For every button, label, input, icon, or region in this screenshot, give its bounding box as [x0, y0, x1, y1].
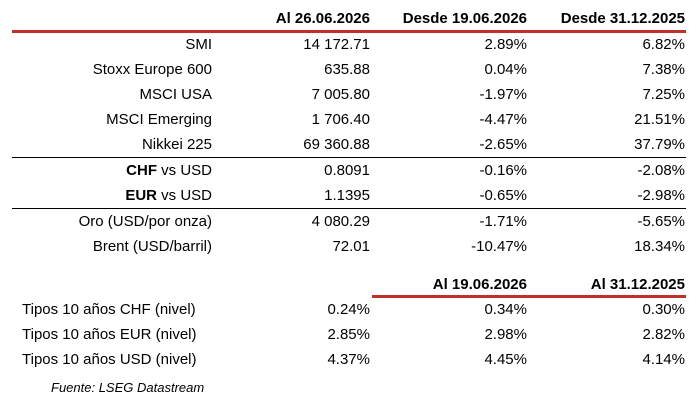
row-level: 69 360.88: [303, 136, 370, 153]
row-change-ytd: -2.08%: [637, 162, 685, 179]
row-change-week: -0.16%: [479, 162, 527, 179]
row-prev-year: 4.14%: [642, 351, 685, 368]
table-row: Tipos 10 años CHF (nivel) 0.24% 0.34% 0.…: [0, 297, 698, 322]
row-prev-year: 2.82%: [642, 326, 685, 343]
table-row: Nikkei 225 69 360.88 -2.65% 37.79%: [0, 132, 698, 157]
source-note: Fuente: LSEG Datastream: [51, 380, 205, 395]
header-since-year: Desde 31.12.2025: [560, 10, 685, 27]
row-level: 4 080.29: [311, 213, 370, 230]
section-divider: [12, 157, 686, 158]
row-current: 2.85%: [327, 326, 370, 343]
row-level: 635.88: [324, 61, 370, 78]
row-level: 14 172.71: [303, 36, 370, 53]
row-prev-week: 0.34%: [484, 301, 527, 318]
table-row: SMI 14 172.71 2.89% 6.82%: [0, 32, 698, 57]
row-label: Tipos 10 años USD (nivel): [22, 351, 197, 368]
section-divider: [12, 208, 686, 209]
row-label: Nikkei 225: [141, 136, 212, 153]
header-date-current: Al 26.06.2026: [275, 10, 370, 27]
row-level: 72.01: [332, 238, 370, 255]
row-change-week: 0.04%: [484, 61, 527, 78]
table-header-row: Al 26.06.2026 Desde 19.06.2026 Desde 31.…: [0, 6, 698, 31]
rates-header-week: Al 19.06.2026: [432, 276, 527, 293]
row-level: 7 005.80: [311, 86, 370, 103]
header-since-week: Desde 19.06.2026: [402, 10, 527, 27]
row-change-week: -10.47%: [471, 238, 527, 255]
row-prev-year: 0.30%: [642, 301, 685, 318]
row-label: MSCI Emerging: [106, 111, 212, 128]
row-level: 1.1395: [324, 187, 370, 204]
currency-quote: vs USD: [156, 187, 212, 204]
rates-header-year: Al 31.12.2025: [590, 276, 685, 293]
table-row: Oro (USD/por onza) 4 080.29 -1.71% -5.65…: [0, 209, 698, 234]
table-row: EUR vs USD 1.1395 -0.65% -2.98%: [0, 183, 698, 208]
row-current: 4.37%: [327, 351, 370, 368]
table-row: MSCI USA 7 005.80 -1.97% 7.25%: [0, 82, 698, 107]
row-change-ytd: 6.82%: [642, 36, 685, 53]
row-change-ytd: 7.25%: [642, 86, 685, 103]
row-level: 1 706.40: [311, 111, 370, 128]
row-prev-week: 4.45%: [484, 351, 527, 368]
row-change-ytd: 21.51%: [634, 111, 685, 128]
row-change-week: -1.71%: [479, 213, 527, 230]
table-row: MSCI Emerging 1 706.40 -4.47% 21.51%: [0, 107, 698, 132]
row-change-week: -0.65%: [479, 187, 527, 204]
row-label: MSCI USA: [139, 86, 212, 103]
row-label: Stoxx Europe 600: [92, 61, 212, 78]
row-change-week: -4.47%: [479, 111, 527, 128]
row-label: Oro (USD/por onza): [78, 213, 212, 230]
row-change-ytd: 37.79%: [634, 136, 685, 153]
row-label: SMI: [185, 36, 212, 53]
row-label: EUR vs USD: [10, 183, 212, 208]
table-row: Stoxx Europe 600 635.88 0.04% 7.38%: [0, 57, 698, 82]
currency-base: EUR: [125, 187, 157, 204]
row-label: Tipos 10 años CHF (nivel): [22, 301, 196, 318]
row-label: Tipos 10 años EUR (nivel): [22, 326, 197, 343]
row-change-ytd: 18.34%: [634, 238, 685, 255]
row-change-week: 2.89%: [484, 36, 527, 53]
table-row: Brent (USD/barril) 72.01 -10.47% 18.34%: [0, 234, 698, 259]
row-label: Brent (USD/barril): [92, 238, 212, 255]
currency-base: CHF: [126, 162, 157, 179]
row-current: 0.24%: [327, 301, 370, 318]
rates-header-row: Al 19.06.2026 Al 31.12.2025: [0, 272, 698, 297]
row-change-ytd: -5.65%: [637, 213, 685, 230]
table-row: CHF vs USD 0.8091 -0.16% -2.08%: [0, 158, 698, 183]
row-label: CHF vs USD: [10, 158, 212, 183]
table-row: Tipos 10 años USD (nivel) 4.37% 4.45% 4.…: [0, 347, 698, 372]
row-change-ytd: 7.38%: [642, 61, 685, 78]
header-accent-rule: [12, 30, 686, 33]
row-level: 0.8091: [324, 162, 370, 179]
row-change-ytd: -2.98%: [637, 187, 685, 204]
row-prev-week: 2.98%: [484, 326, 527, 343]
table-row: Tipos 10 años EUR (nivel) 2.85% 2.98% 2.…: [0, 322, 698, 347]
row-change-week: -1.97%: [479, 86, 527, 103]
row-change-week: -2.65%: [479, 136, 527, 153]
rates-accent-rule: [372, 295, 686, 298]
currency-quote: vs USD: [156, 162, 212, 179]
